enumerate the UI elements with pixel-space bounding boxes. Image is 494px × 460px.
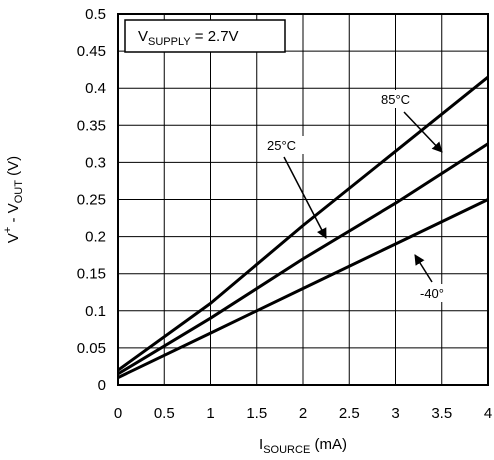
y-tick-label: 0.2 <box>85 229 106 246</box>
series-label: -40° <box>420 286 444 301</box>
y-tick-label: 0.25 <box>77 192 106 209</box>
y-tick-label: 0.05 <box>77 340 106 357</box>
y-tick-label: 0.35 <box>77 117 106 134</box>
x-tick-label: 4 <box>484 405 492 422</box>
plot-area-frame <box>117 13 489 386</box>
y-tick-label: 0.3 <box>85 154 106 171</box>
y-axis-title: V+ - VOUT (V) <box>2 156 25 243</box>
y-tick-label: 0.4 <box>85 80 106 97</box>
series-lines <box>117 75 489 379</box>
y-tick-label: 0.5 <box>85 6 106 23</box>
series-label-bg <box>417 284 457 302</box>
x-tick-labels: 0 0.5 1 1.5 2 2.5 3 3.5 4 <box>114 405 492 422</box>
series-label-bg <box>378 90 418 108</box>
supply-annotation-box <box>124 19 286 53</box>
x-tick-label: 2.5 <box>339 405 360 422</box>
y-tick-label: 0.15 <box>77 266 106 283</box>
x-tick-label: 0 <box>114 405 122 422</box>
series-line <box>117 75 489 372</box>
y-tick-label: 0.45 <box>77 43 106 60</box>
series-label-arrow <box>414 254 433 283</box>
series-line <box>117 142 489 376</box>
series-line <box>117 198 489 379</box>
x-tick-label: 0.5 <box>154 405 175 422</box>
series-label-bg <box>264 136 304 154</box>
x-tick-label: 3 <box>391 405 399 422</box>
series-label: 25°C <box>267 138 296 153</box>
series-label-arrow <box>403 111 443 153</box>
y-tick-label: 0.1 <box>85 303 106 320</box>
supply-annotation: VSUPPLY = 2.7V <box>138 28 239 48</box>
y-tick-label: 0 <box>98 377 106 394</box>
x-tick-label: 2 <box>299 405 307 422</box>
series-label: 85°C <box>381 92 410 107</box>
x-axis-title: ISOURCE (mA) <box>259 436 347 456</box>
x-tick-label: 1.5 <box>246 405 267 422</box>
x-tick-label: 3.5 <box>431 405 452 422</box>
series-labels: 85°C 25°C -40° <box>264 90 457 302</box>
series-label-arrow <box>283 156 327 239</box>
y-tick-labels: 0 0.05 0.1 0.15 0.2 0.25 0.3 0.35 0.4 0.45 0.5 <box>77 6 106 394</box>
x-tick-label: 1 <box>206 405 214 422</box>
